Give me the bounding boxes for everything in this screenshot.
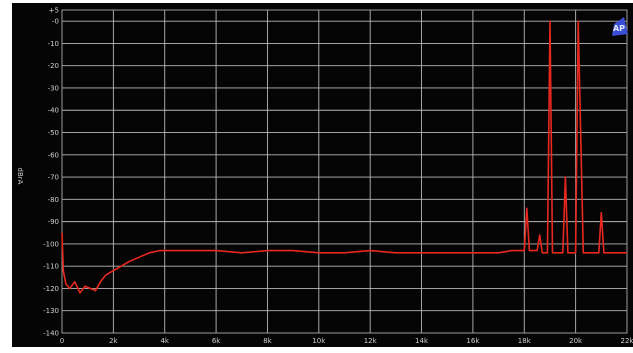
grid [61,9,628,334]
y-tick-label: -70 [48,174,59,182]
y-tick-label: -120 [43,285,59,293]
chart-background [12,3,633,347]
ap-logo: AP [612,17,628,36]
y-axis-label: dBrA [16,168,24,185]
y-tick-label: -140 [43,330,59,338]
y-axis-ticks: +5 -0 -10 -20 -30 -40 -50 -60 -70 -80 -90 -100 -110 -… [43,7,59,338]
y-tick-label: -130 [43,307,59,315]
ap-logo-shape [612,17,628,36]
y-tick-label: -80 [48,196,59,204]
y-tick-label: -60 [48,151,59,159]
x-tick-label: 8k [263,337,272,345]
x-tick-label: 0 [60,337,64,345]
x-tick-label: 6k [212,337,221,345]
x-tick-label: 18k [518,337,532,345]
y-tick-label: -30 [48,84,59,92]
series-line [61,20,627,294]
y-tick-label: -20 [48,62,59,70]
x-tick-label: 12k [364,337,378,345]
series-group [61,20,627,294]
y-tick-label: -100 [43,240,59,248]
y-tick-label: -110 [43,263,59,271]
x-tick-label: 2k [109,337,118,345]
y-tick-label: +5 [49,7,59,15]
plot-frame [61,9,628,334]
y-tick-label: -10 [48,40,59,48]
y-tick-label: -90 [48,218,59,226]
y-tick-label: -50 [48,129,59,137]
x-axis-ticks: 0 2k 4k 6k 8k 10k 12k 14k 16k 18k 20k 22k [60,337,633,345]
y-tick-label: -40 [48,107,59,115]
x-tick-label: 4k [160,337,169,345]
x-tick-label: 10k [312,337,326,345]
x-tick-label: 16k [466,337,480,345]
x-tick-label: 14k [415,337,429,345]
x-tick-label: 20k [569,337,583,345]
x-tick-label: 22k [621,337,633,345]
ap-logo-text: AP [613,24,625,33]
y-tick-label: -0 [52,18,59,26]
